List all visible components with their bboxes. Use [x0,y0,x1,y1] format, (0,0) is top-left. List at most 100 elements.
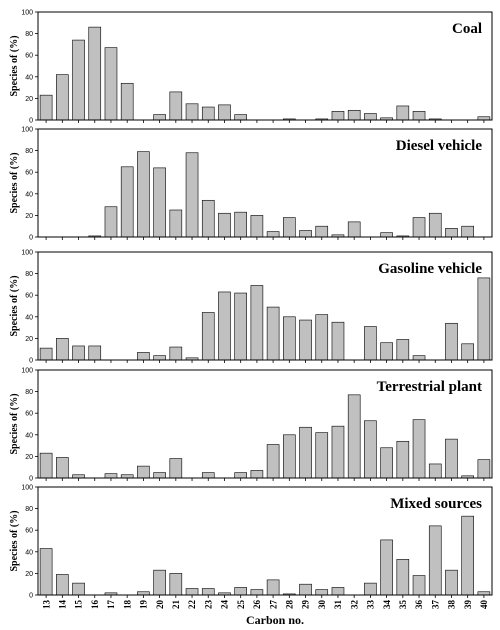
x-tick-label: 24 [220,600,230,610]
x-tick-label: 37 [430,600,440,610]
y-tick-label: 40 [25,74,33,81]
bar-diesel-vehicle-c37 [428,212,442,238]
y-tick-label: 0 [29,358,33,365]
x-tick-label: 27 [268,600,278,610]
x-tick-label: 17 [106,600,116,610]
bar-coal-c21 [169,91,183,121]
y-tick-label: 100 [21,127,33,134]
y-tick-label: 20 [25,213,33,220]
y-tick-label: 40 [25,191,33,198]
y-tick-label: 80 [25,271,33,278]
bar-gasoline-vehicle-c13 [39,347,53,361]
x-tick-label: 39 [463,600,473,610]
y-tick-label: 20 [25,96,33,103]
y-axis-label: Species of (%) [9,393,20,454]
bar-gasoline-vehicle-c20 [153,355,166,361]
bar-diesel-vehicle-c18 [120,166,134,238]
bar-terrestrial-plant-c20 [153,472,166,479]
bar-coal-c14 [56,74,69,121]
bar-diesel-vehicle-c34 [380,232,393,238]
x-tick-label: 16 [90,600,100,610]
bar-coal-c25 [234,114,247,121]
bar-mixed-sources-c14 [56,574,69,596]
bar-diesel-vehicle-c22 [185,152,199,238]
x-tick-label: 31 [333,600,343,610]
x-tick-label: 15 [74,600,84,610]
bar-mixed-sources-c35 [396,559,410,596]
bar-mixed-sources-c22 [185,588,199,596]
bar-mixed-sources-c21 [169,573,183,596]
bar-terrestrial-plant-c26 [250,470,264,479]
bar-diesel-vehicle-c23 [201,199,215,238]
bar-coal-c17 [104,47,118,121]
bar-terrestrial-plant-c31 [331,425,345,479]
y-tick-label: 100 [21,250,33,257]
bar-coal-c13 [39,94,53,121]
y-axis-label: Species of (%) [9,275,20,336]
x-tick-label: 26 [252,600,262,610]
bar-mixed-sources-c27 [266,579,280,596]
bar-terrestrial-plant-c19 [137,465,150,479]
bar-terrestrial-plant-c30 [315,432,329,479]
bar-gasoline-vehicle-c23 [201,312,215,361]
bar-gasoline-vehicle-c30 [315,314,329,361]
panel-frame [37,11,493,121]
bar-gasoline-vehicle-c24 [218,291,231,361]
bar-coal-c32 [347,109,361,121]
x-tick-label: 20 [155,600,165,610]
y-axis-label: Species of (%) [9,510,20,571]
bar-mixed-sources-c34 [380,539,393,596]
bar-gasoline-vehicle-c36 [412,355,426,361]
x-tick-label: 14 [58,600,68,610]
y-tick-label: 60 [25,411,33,418]
bar-diesel-vehicle-c39 [461,225,474,238]
panel-frame [37,128,493,238]
bar-diesel-vehicle-c19 [137,151,150,238]
bar-terrestrial-plant-c27 [266,444,280,479]
y-tick-label: 80 [25,506,33,513]
bar-diesel-vehicle-c20 [153,167,166,238]
bar-gasoline-vehicle-c25 [234,292,247,361]
y-tick-label: 0 [29,593,33,600]
bar-diesel-vehicle-c38 [445,228,458,238]
bar-mixed-sources-c26 [250,589,264,596]
bar-coal-c16 [88,26,102,121]
bar-terrestrial-plant-c13 [39,452,53,479]
panel-title: Diesel vehicle [396,138,483,154]
y-tick-label: 80 [25,389,33,396]
panel-title: Coal [452,21,482,37]
x-tick-label: 13 [41,600,51,610]
bar-gasoline-vehicle-c40 [477,277,491,361]
bar-gasoline-vehicle-c28 [283,316,296,361]
y-tick-label: 80 [25,148,33,155]
x-tick-label: 19 [139,600,149,610]
panel-frame [37,369,493,479]
panel-frame [37,251,493,361]
x-tick-label: 28 [285,600,295,610]
bar-mixed-sources-c30 [315,589,329,596]
bar-terrestrial-plant-c33 [364,420,377,479]
bar-diesel-vehicle-c28 [283,217,296,238]
bar-diesel-vehicle-c25 [234,211,247,238]
bar-diesel-vehicle-c32 [347,221,361,238]
bar-terrestrial-plant-c17 [104,473,118,479]
bar-gasoline-vehicle-c39 [461,343,474,361]
y-tick-label: 20 [25,454,33,461]
bar-terrestrial-plant-c36 [412,419,426,479]
bar-terrestrial-plant-c34 [380,447,393,479]
bar-coal-c22 [185,103,199,121]
bar-gasoline-vehicle-c19 [137,352,150,361]
bar-terrestrial-plant-c28 [283,434,296,479]
x-tick-label: 40 [479,600,489,610]
bar-coal-c15 [72,39,85,121]
bar-coal-c35 [396,105,410,121]
bar-coal-c18 [120,82,134,121]
bar-gasoline-vehicle-c27 [266,306,280,361]
bar-mixed-sources-c20 [153,569,166,596]
panel-title: Gasoline vehicle [378,261,482,277]
bar-diesel-vehicle-c36 [412,217,426,238]
bar-gasoline-vehicle-c33 [364,326,377,361]
x-axis-label: Carbon no. [246,613,304,627]
bar-terrestrial-plant-c40 [477,459,491,479]
x-tick-label: 36 [414,600,424,610]
